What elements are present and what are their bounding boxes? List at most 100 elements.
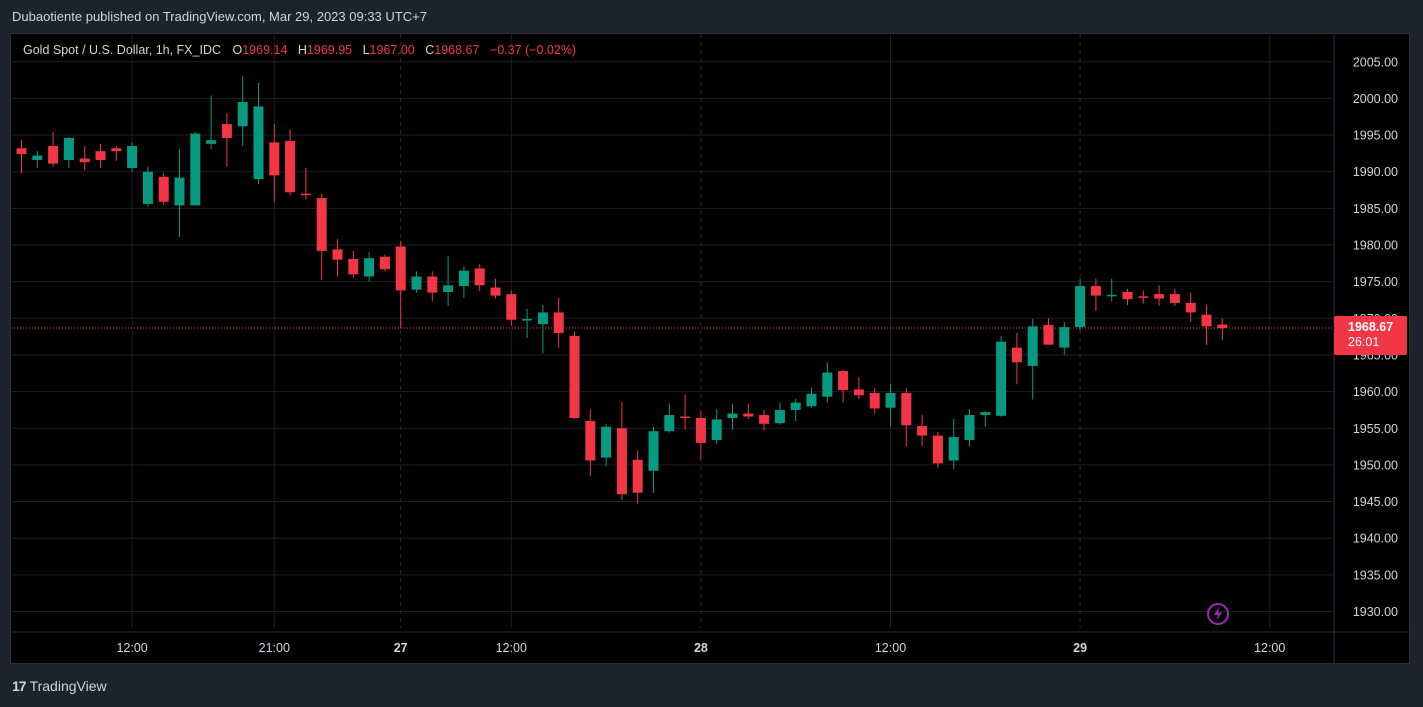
lightning-icon[interactable]	[1207, 603, 1229, 625]
candle-body	[885, 393, 896, 408]
candle	[269, 124, 280, 203]
candle-body	[427, 276, 438, 293]
candle-body	[537, 312, 548, 325]
x-tick-label: 28	[694, 641, 708, 655]
candle-body	[1185, 302, 1196, 313]
candle-body	[1075, 286, 1086, 328]
candle-body	[774, 409, 785, 424]
candle	[1217, 318, 1228, 341]
candle	[522, 308, 533, 339]
candle	[1122, 288, 1133, 306]
candle	[474, 264, 485, 292]
candle	[332, 239, 343, 277]
candle	[601, 423, 612, 467]
y-tick-label: 2000.00	[1353, 92, 1398, 106]
candle	[1090, 278, 1101, 311]
candle	[585, 409, 596, 476]
candle	[964, 409, 975, 447]
candle-body	[680, 416, 691, 419]
candle-body	[743, 413, 754, 417]
candle	[127, 142, 138, 172]
candle-body	[632, 459, 643, 493]
y-tick-label: 1930.00	[1353, 605, 1398, 619]
candle-body	[95, 151, 106, 160]
candle	[63, 137, 74, 169]
candle	[316, 193, 327, 281]
candle-body	[458, 270, 469, 287]
candle-body	[332, 249, 343, 260]
x-tick-label: 21:00	[259, 641, 290, 655]
candle	[695, 411, 706, 460]
y-tick-label: 1995.00	[1353, 129, 1398, 143]
symbol-legend: Gold Spot / U.S. Dollar, 1h, FX_IDC O196…	[23, 43, 576, 57]
open-value: 1969.14	[242, 43, 288, 57]
high-label: H	[297, 43, 307, 57]
publication-header: Dubaotiente published on TradingView.com…	[12, 9, 427, 24]
candle-body	[395, 246, 406, 291]
grid-layer	[11, 34, 1409, 663]
candle-body	[727, 413, 738, 418]
candle	[1043, 318, 1054, 345]
candle-body	[364, 258, 375, 277]
y-tick-label: 2005.00	[1353, 55, 1398, 69]
candle-body	[806, 393, 817, 407]
candle-body	[269, 142, 280, 176]
candle	[1075, 278, 1086, 331]
high-value: 1969.95	[306, 43, 353, 57]
candle-body	[585, 420, 596, 461]
candle-body	[1027, 326, 1038, 366]
x-tick-label: 12:00	[116, 641, 147, 655]
candle-body	[63, 137, 74, 160]
last-price-tag: 1968.67 26:01	[1334, 316, 1407, 355]
x-tick-label: 29	[1073, 641, 1087, 655]
low-value: 1967.00	[369, 43, 415, 57]
candle-body	[111, 148, 122, 152]
candle	[1169, 288, 1180, 306]
candle-body	[948, 437, 959, 461]
candle	[490, 278, 501, 299]
candle	[174, 148, 185, 237]
x-tick-label: 12:00	[875, 641, 906, 655]
candle	[932, 431, 943, 468]
candle-body	[964, 415, 975, 440]
candle-body	[553, 312, 564, 333]
candle	[300, 168, 311, 200]
candle	[285, 129, 296, 196]
y-tick-label: 1990.00	[1353, 165, 1398, 179]
candles-layer	[16, 76, 1228, 504]
y-tick-label: 1960.00	[1353, 385, 1398, 399]
candle-body	[48, 146, 59, 164]
candle	[553, 297, 564, 348]
y-tick-label: 1945.00	[1353, 495, 1398, 509]
candle	[680, 394, 691, 430]
candle-body	[285, 140, 296, 193]
candle	[16, 140, 27, 174]
price-change: −0.37 (−0.02%)	[489, 43, 577, 57]
candle-body	[316, 198, 327, 251]
candle	[79, 146, 90, 171]
candle-body	[648, 431, 659, 471]
y-tick-label: 1940.00	[1353, 532, 1398, 546]
candle	[853, 376, 864, 399]
last-price-value: 1968.67	[1348, 320, 1394, 334]
candle-body	[838, 371, 849, 391]
tradingview-brand[interactable]: 17 TradingView	[12, 678, 107, 694]
candle	[806, 387, 817, 408]
candle	[980, 411, 991, 427]
chart-frame[interactable]	[10, 33, 1410, 664]
candle-body	[822, 372, 833, 397]
candle	[48, 132, 59, 167]
candle	[996, 335, 1007, 417]
candle-body	[190, 133, 201, 206]
candle-body	[348, 258, 359, 275]
candle-body	[996, 341, 1007, 416]
candle-body	[221, 124, 232, 138]
close-value: 1968.67	[434, 43, 480, 57]
candle	[838, 369, 849, 403]
candle	[1059, 321, 1070, 355]
tradingview-logo-icon: 17	[12, 678, 27, 694]
candle-body	[869, 393, 880, 409]
candle	[822, 362, 833, 403]
candle	[237, 76, 248, 147]
